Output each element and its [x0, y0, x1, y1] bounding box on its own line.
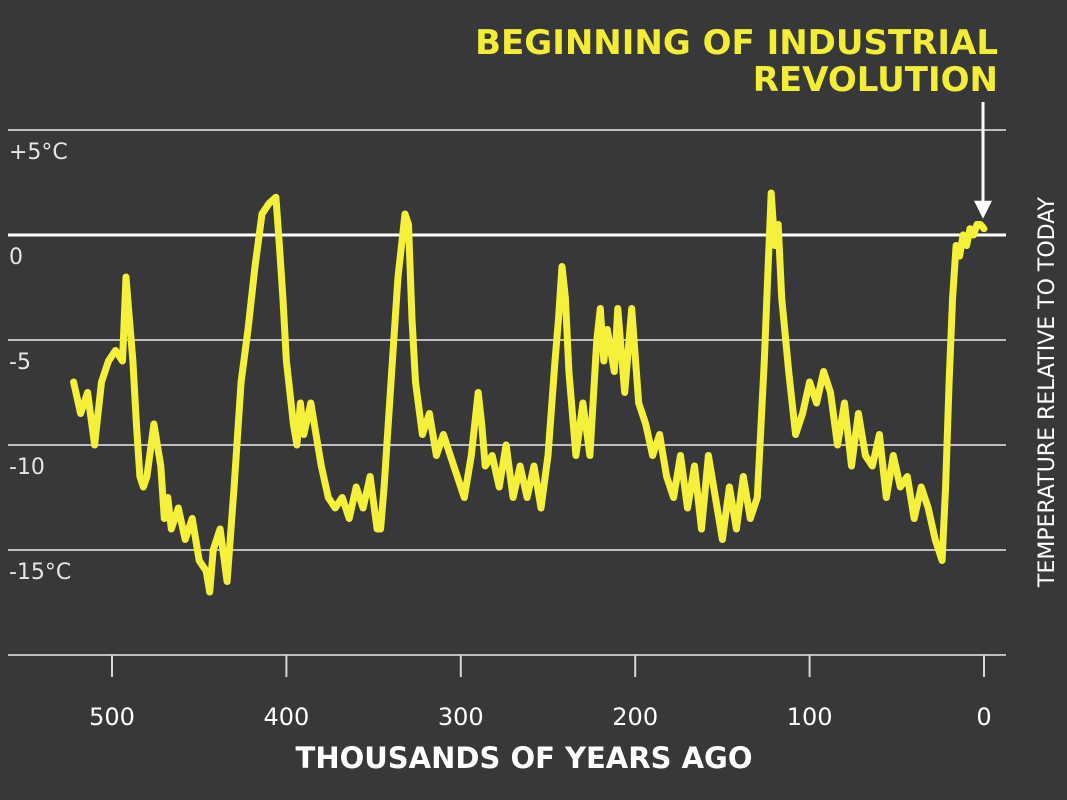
y-tick-labels: +5°C 0 -5 -10 -15°C [9, 140, 71, 585]
series-line-temperature [70, 189, 988, 596]
series-layer [70, 189, 988, 596]
x-tick-label: 0 [976, 703, 991, 731]
x-tick-label: 400 [263, 703, 309, 731]
y-tick-label: +5°C [9, 140, 68, 165]
y-tick-label: 0 [9, 245, 23, 270]
y-axis-title: TEMPERATURE RELATIVE TO TODAY [1035, 196, 1060, 588]
annotation-line-1: BEGINNING OF INDUSTRIAL [475, 23, 998, 63]
y-tick-label: -5 [9, 350, 31, 375]
y-tick-label: -10 [9, 455, 45, 480]
x-axis-ticks: 500 400 300 200 100 0 [89, 655, 992, 731]
annotation-arrow [974, 102, 992, 219]
arrow-head [974, 200, 992, 219]
x-tick-label: 100 [787, 703, 833, 731]
x-tick-label: 300 [438, 703, 484, 731]
grid-layer [8, 129, 1006, 656]
x-tick-label: 200 [612, 703, 658, 731]
x-axis-title: THOUSANDS OF YEARS AGO [296, 741, 753, 775]
annotation-line-2: REVOLUTION [753, 60, 998, 100]
x-tick-label: 500 [89, 703, 135, 731]
y-tick-label: -15°C [9, 560, 71, 585]
